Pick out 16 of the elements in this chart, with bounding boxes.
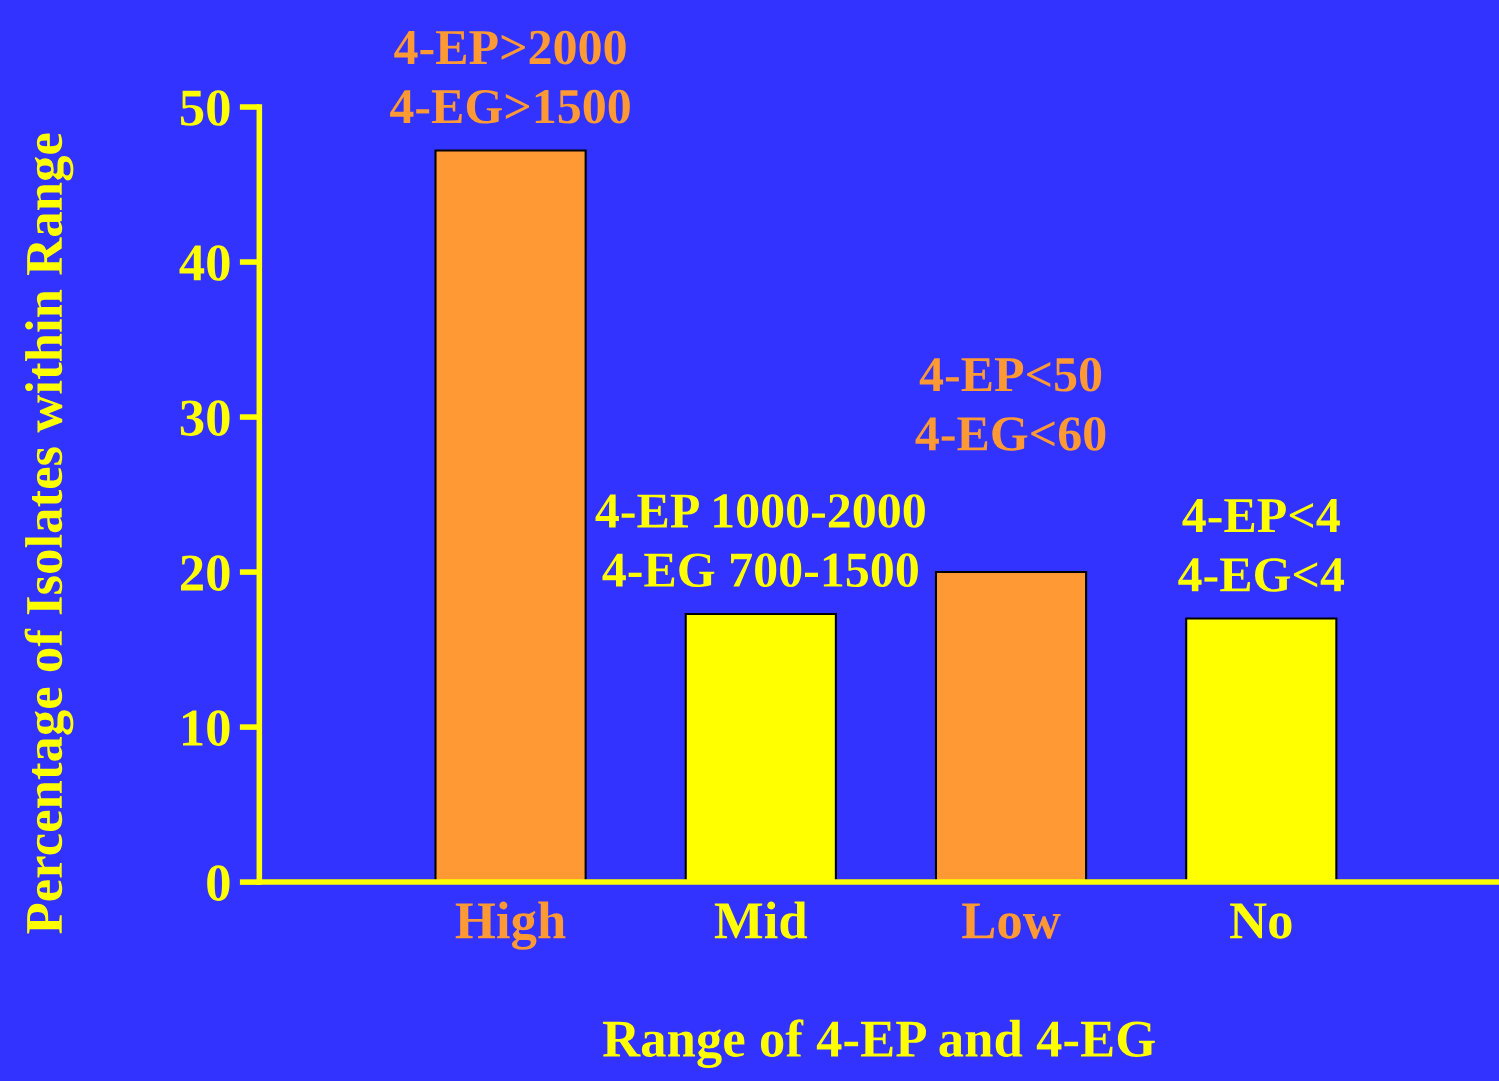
y-tick-label: 0 [207, 865, 230, 901]
y-tick-label: 10 [183, 710, 230, 746]
x-tick-label: High [455, 901, 566, 950]
x-tick-label: Mid [714, 901, 808, 939]
x-tick-label: No [1230, 903, 1292, 939]
x-tick-label: Low [962, 903, 1061, 939]
x-axis-title: Range of 4-EP and 4-EG [602, 1019, 1155, 1069]
annotation: 4-EP<4 4-EG<4 [1178, 499, 1345, 592]
annotation: 4-EP 1000-2000 4-EG 700-1500 [595, 494, 925, 588]
annotation: 4-EP>2000 4-EG>1500 [390, 30, 630, 124]
y-tick-label: 50 [180, 90, 230, 126]
y-tick-label: 20 [180, 555, 230, 591]
y-tick-label: 30 [180, 400, 230, 436]
y-tick-label: 40 [179, 245, 230, 281]
annotation: 4-EP<50 4-EG<60 [915, 357, 1106, 451]
y-axis-title: Percentage of Isolates within Range [24, 133, 74, 934]
